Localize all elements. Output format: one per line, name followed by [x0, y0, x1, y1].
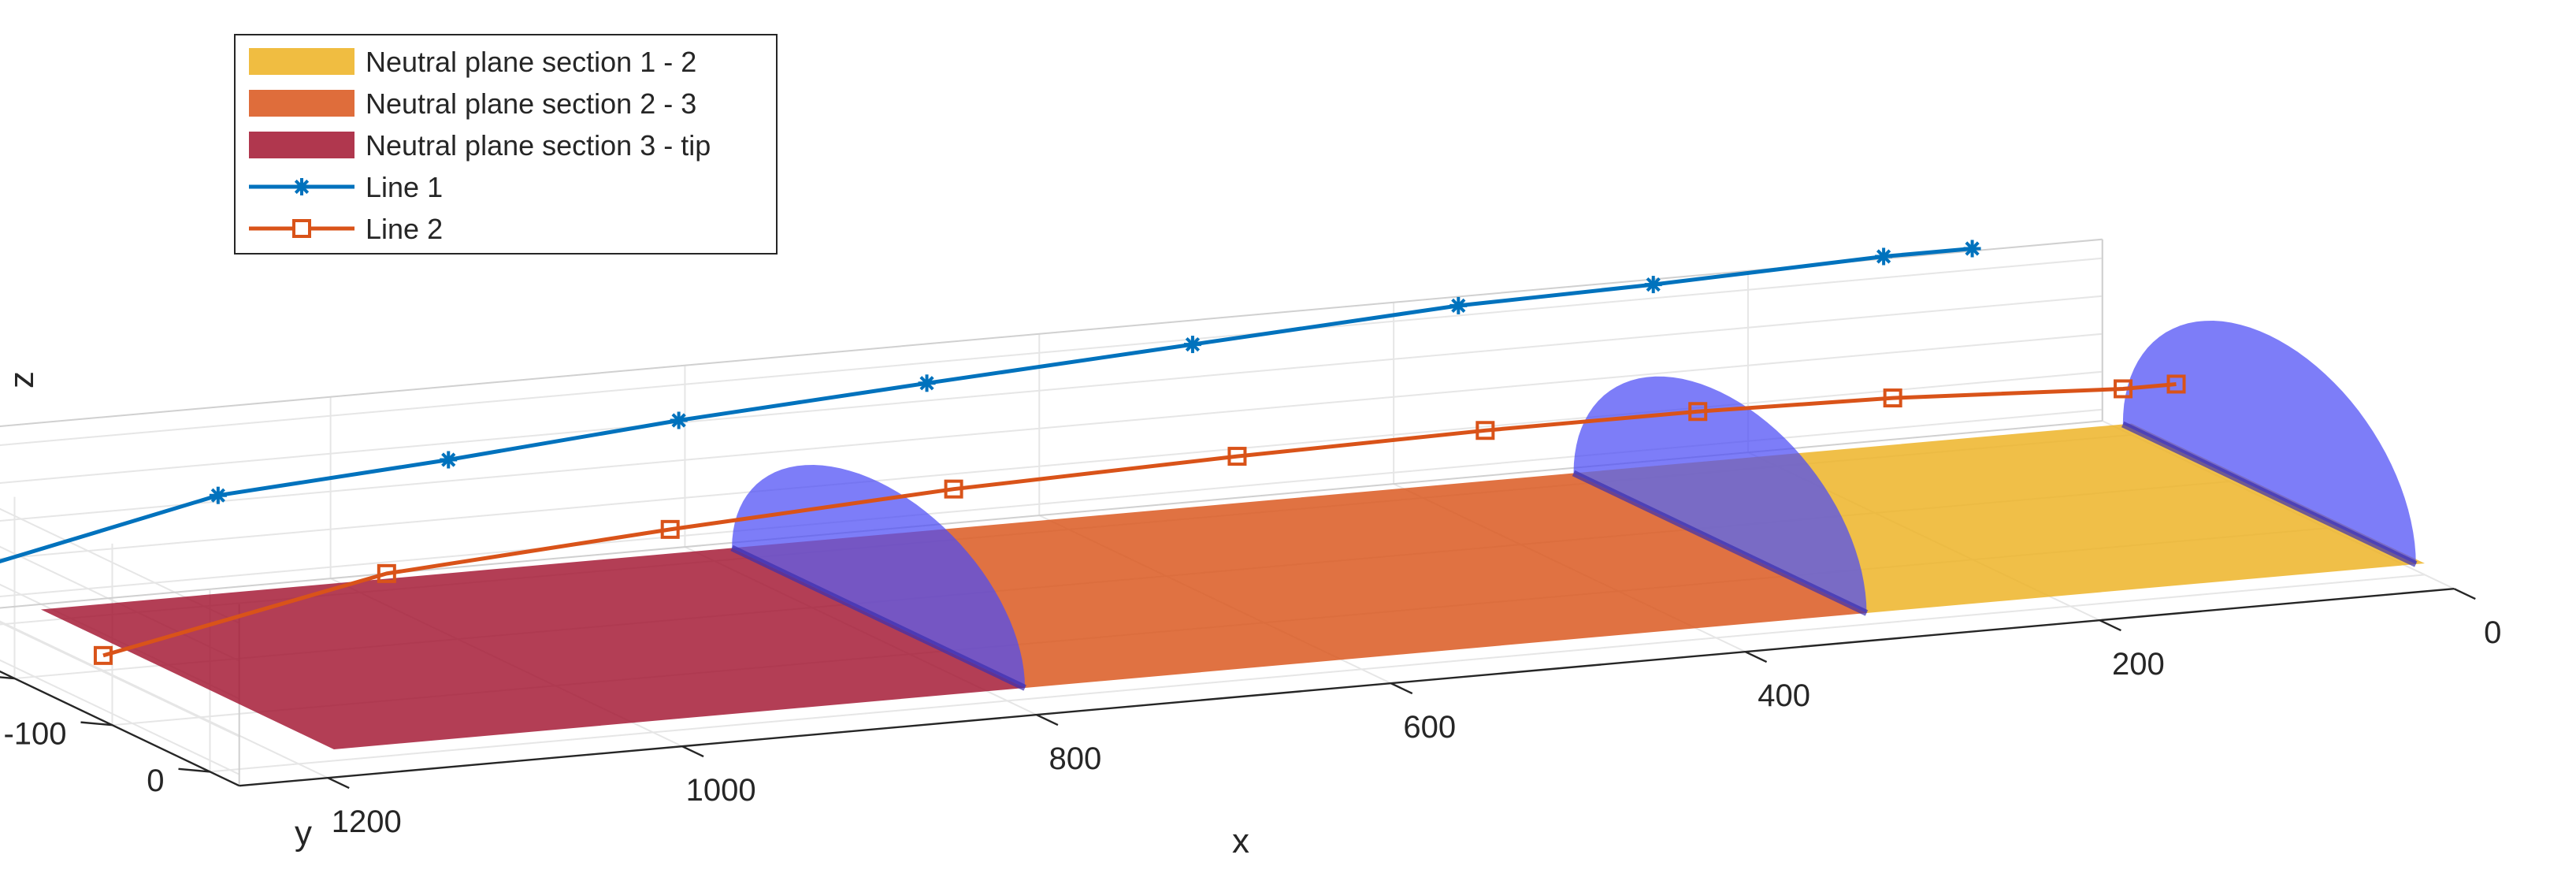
- legend-label: Line 1: [366, 171, 443, 203]
- line1-point: [293, 178, 310, 195]
- x-tick-mark: [1036, 714, 1059, 726]
- line2-point: [2166, 374, 2186, 394]
- y-tick-label: -100: [3, 717, 66, 752]
- grid-line: [0, 621, 240, 738]
- line1-point: [1644, 276, 1662, 294]
- y-tick-mark: [0, 676, 15, 680]
- section-surface: [732, 465, 1026, 688]
- legend-item: Neutral plane section 2 - 3: [249, 87, 696, 120]
- line1-point: [1449, 296, 1468, 314]
- legend-label: Line 2: [366, 213, 443, 245]
- x-tick-label: 1000: [686, 773, 756, 808]
- series-line-2: [102, 382, 2177, 658]
- legend-label: Neutral plane section 2 - 3: [366, 87, 696, 120]
- x-tick-mark: [1745, 651, 1768, 663]
- x-tick-label: 800: [1049, 741, 1102, 776]
- grid-line: [0, 659, 240, 775]
- line2-point: [1475, 421, 1495, 440]
- x-tick-label: 200: [2112, 647, 2165, 682]
- y-tick-mark: [80, 721, 113, 726]
- grid-line: [0, 257, 2103, 447]
- section-surface: [1573, 376, 1867, 613]
- line2-point: [377, 563, 396, 583]
- legend-item: Neutral plane section 1 - 2: [249, 46, 696, 78]
- x-tick-label: 400: [1758, 678, 1810, 713]
- ticks-layer: 020040060080010001200-300-200-1000010203…: [0, 588, 2501, 839]
- legend-item: Line 1: [249, 171, 443, 203]
- legend-label: Neutral plane section 3 - tip: [366, 129, 711, 162]
- line2-point: [1688, 402, 1708, 422]
- surface-base-edge: [730, 544, 1026, 691]
- y-axis-label: y: [295, 814, 312, 853]
- planes-layer: [40, 423, 2425, 749]
- legend-item: Neutral plane section 3 - tip: [249, 129, 711, 162]
- neutral-plane: [732, 473, 1867, 688]
- x-axis-label: x: [1232, 822, 1249, 860]
- line2-point: [1227, 447, 1247, 466]
- grid-line: [0, 507, 240, 624]
- line2-point: [1883, 388, 1902, 408]
- surfaces-layer: [730, 321, 2418, 691]
- section-surface: [2122, 321, 2416, 564]
- line1-point: [1875, 247, 1893, 266]
- legend: Neutral plane section 1 - 2 Neutral plane…: [234, 34, 778, 255]
- x-tick-label: 1200: [332, 805, 402, 839]
- box-edge: [0, 238, 2103, 428]
- legend-swatch: [249, 48, 354, 75]
- line1-point: [440, 451, 458, 469]
- x-axis-line: [239, 587, 2455, 787]
- grid-line: [0, 620, 328, 779]
- line2-point: [944, 479, 963, 499]
- x-tick-mark: [327, 777, 350, 790]
- y-axis-line: [0, 670, 240, 787]
- legend-swatch: [249, 90, 354, 117]
- x-tick-mark: [2453, 588, 2476, 600]
- x-tick-mark: [681, 745, 704, 758]
- series-line-1: [0, 247, 1973, 564]
- legend-swatch: [249, 132, 354, 158]
- legend-label: Neutral plane section 1 - 2: [366, 46, 696, 78]
- neutral-plane: [40, 548, 1026, 749]
- line2-point: [2114, 379, 2133, 399]
- y-tick-label: 0: [147, 764, 164, 798]
- grid-line: [0, 295, 2103, 485]
- x-tick-label: 0: [2484, 615, 2501, 650]
- legend-marker: [292, 219, 311, 238]
- legend-item: Line 2: [249, 213, 443, 245]
- line1-point: [1183, 336, 1201, 354]
- line1-point: [1963, 240, 1981, 258]
- surface-base-edge: [2121, 421, 2418, 567]
- z-axis-label: z: [2, 371, 41, 388]
- axes-layer: [0, 587, 2455, 787]
- x-tick-mark: [1390, 682, 1413, 695]
- x-tick-label: 600: [1403, 710, 1456, 745]
- line1-point: [918, 374, 936, 392]
- line1-point: [209, 486, 227, 504]
- y-tick-mark: [178, 767, 210, 773]
- grid-line: [210, 574, 2426, 773]
- line2-point: [93, 645, 113, 665]
- x-tick-mark: [2099, 619, 2121, 632]
- lines-layer: [0, 240, 2186, 665]
- grid-line: [0, 333, 2103, 522]
- surface-base-edge: [1572, 470, 1869, 616]
- line2-point: [660, 519, 680, 539]
- line1-point: [670, 411, 688, 429]
